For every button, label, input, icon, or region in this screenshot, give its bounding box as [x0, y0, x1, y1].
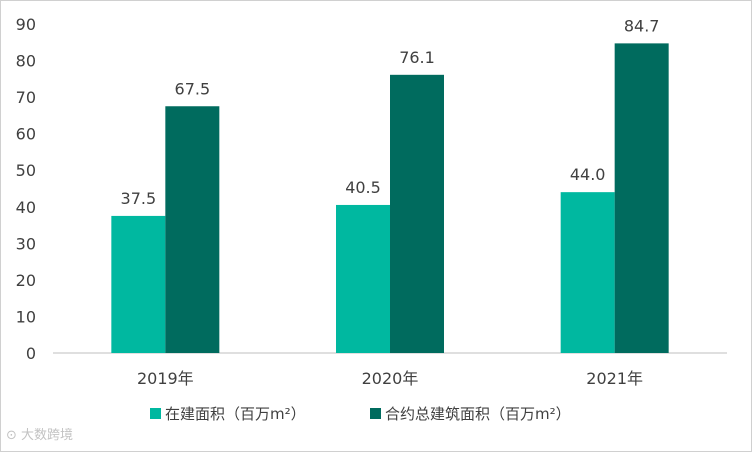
x-axis: 2019年 2020年 2021年	[53, 352, 727, 388]
watermark-icon: ⊙	[6, 428, 17, 443]
data-label: 37.5	[121, 189, 157, 208]
y-tick-label: 60	[16, 125, 36, 144]
legend-swatch	[370, 408, 381, 419]
data-label: 76.1	[399, 48, 435, 67]
bar	[614, 43, 669, 353]
legend: 在建面积（百万m²） 合约总建筑面积（百万m²）	[150, 405, 571, 423]
bar	[390, 74, 444, 353]
watermark-text: 大数跨境	[21, 428, 74, 443]
y-tick-label: 50	[16, 161, 36, 180]
watermark-logo: ⊙ 大数跨境	[6, 424, 73, 443]
bar	[336, 204, 390, 353]
data-label: 40.5	[345, 178, 381, 197]
legend-label: 合约总建筑面积（百万m²）	[385, 405, 571, 423]
y-tick-label: 10	[16, 307, 36, 326]
y-tick-label: 30	[16, 234, 36, 253]
data-label: 84.7	[624, 16, 660, 35]
x-tick-label: 2020年	[362, 369, 419, 388]
bar	[560, 192, 615, 353]
legend-label: 在建面积（百万m²）	[165, 405, 306, 423]
y-tick-label: 80	[16, 52, 36, 71]
data-label: 44.0	[570, 165, 606, 184]
x-tick-label: 2021年	[586, 369, 643, 388]
legend-swatch	[150, 408, 161, 419]
data-labels: 37.5 67.5 40.5 76.1 44.0 84.7	[121, 16, 660, 208]
y-tick-label: 20	[16, 271, 36, 290]
y-tick-label: 0	[26, 344, 36, 363]
y-axis: 0 10 20 30 40 50 60 70 80 90	[16, 15, 36, 363]
data-label: 67.5	[175, 79, 211, 98]
bar	[165, 106, 220, 353]
bar	[111, 215, 166, 353]
y-tick-label: 70	[16, 88, 36, 107]
bars	[111, 43, 669, 353]
x-tick-label: 2019年	[137, 369, 194, 388]
y-tick-label: 40	[16, 198, 36, 217]
y-tick-label: 90	[16, 15, 36, 34]
